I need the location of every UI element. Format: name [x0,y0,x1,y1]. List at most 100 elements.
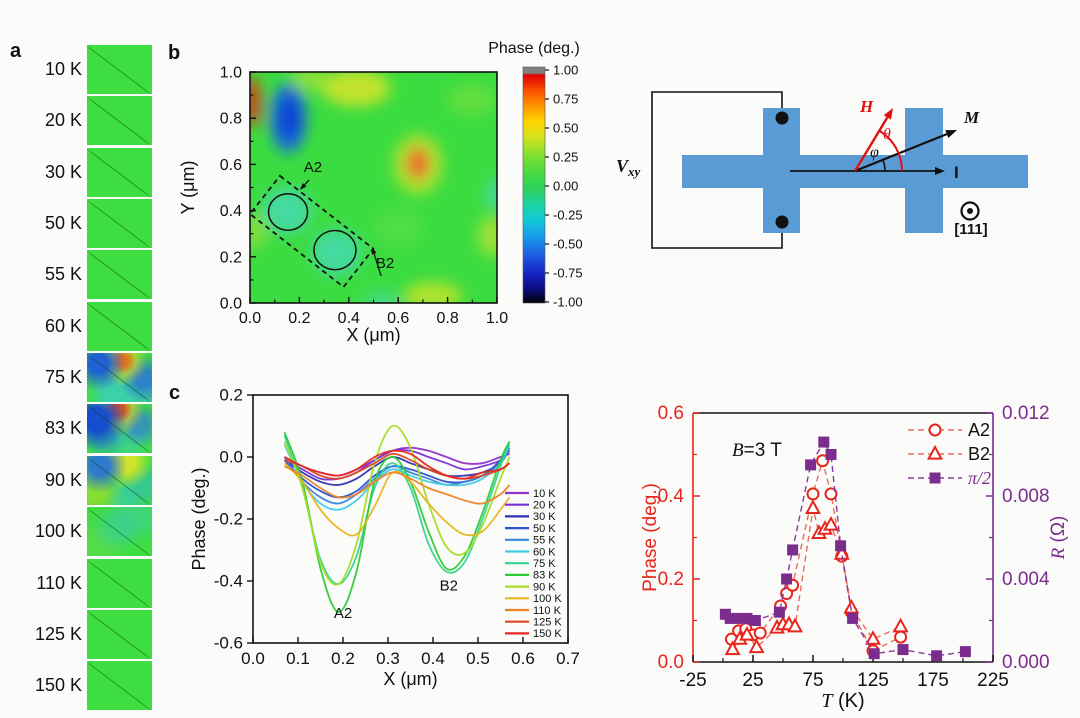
panel-a-row: 100 K [0,507,152,557]
d-x-tick: 125 [857,670,889,691]
d-x-tick: 225 [977,670,1009,691]
d-legend-label: B2 [968,444,990,464]
panel-a-row: 83 K [0,404,152,454]
crystal-axis-label: [111] [954,221,987,238]
panel-a-row: 20 K [0,96,152,146]
c-legend-label: 50 K [533,523,556,535]
c-series-125K [284,452,511,480]
d-legend: A2 B2 π/2 [908,420,991,488]
phase-map-10K [87,45,152,94]
temperature-label: 50 K [44,213,82,234]
c-x-tick: 0.7 [556,649,580,668]
c-x-tick: 0.4 [421,649,445,668]
phase-map-60K [87,301,152,351]
panel-b-map [250,72,497,303]
temperature-label: 10 K [44,59,82,79]
panel-d-chart: -25 25 75 125 175 225 0.0 0.2 0.4 0.6 0.000 0.004 0.… [640,403,1069,712]
c-series-90K [283,424,511,586]
d-x-tick: -25 [679,670,706,691]
b-x-tick: 0.0 [239,310,261,327]
phi-label: φ [870,144,879,161]
phase-map-125K [87,609,152,659]
c-x-tick: 0.0 [241,649,265,668]
current-label: I [954,163,959,182]
d-left-axis-label: Phase (deg.) [640,483,661,592]
temperature-label: 90 K [44,469,82,490]
d-legend-label: π/2 [968,468,991,488]
c-x-tick: 0.2 [331,649,355,668]
voltage-loop-wire [651,91,783,249]
c-x-tick: 0.1 [286,649,310,668]
phase-map-50K [87,199,152,249]
d-series-π/2 [719,436,971,662]
panel-a-label: a [10,40,22,62]
colorbar-tick: -1.00 [553,295,583,310]
c-legend-label: 60 K [533,546,556,558]
c-series-75K [283,435,511,585]
temperature-label: 125 K [34,623,82,644]
c-y-tick: -0.4 [214,572,243,591]
colorbar-tick: -0.75 [553,266,583,281]
c-x-tick: 0.5 [466,649,490,668]
temperature-label: 83 K [44,418,82,439]
d-right-axis-label: R (Ω) [1048,516,1069,561]
panel-a-row: 150 K [0,661,152,711]
b-y-tick: 0.2 [220,249,242,266]
panel-b-chart: A2 B2 0.0 0.2 0.4 0.6 0.8 1.0 0.0 0.2 0.4 0.6 0.8 1.0… [180,40,583,345]
panel-c-chart: 0.0 0.1 0.2 0.3 0.4 0.5 0.6 0.7 0.2 0.0 -0.2 -0.4 -0… [189,386,580,690]
device-schematic: Vxy I M Hθφ [111] [616,91,1028,249]
region-circle-B2 [313,229,357,271]
phase-map-83K [87,404,152,454]
d-x-tick: 175 [917,670,949,691]
panel-c-label: c [169,382,181,404]
b-x-tick: 0.4 [338,310,360,327]
c-x-tick: 0.6 [511,649,535,668]
d-left-tick: 0.6 [658,403,684,424]
panel-a-row: 125 K [0,609,152,659]
phase-map-30K [87,147,152,197]
vxy-label: Vxy [616,156,641,179]
colorbar-tick: 0.50 [553,121,578,136]
map-annotation-B2: B2 [376,255,394,272]
d-x-tick: 75 [802,670,823,691]
temperature-label: 55 K [44,264,82,285]
c-x-axis-label: X (μm) [383,669,437,689]
c-annotation-A2: A2 [334,605,352,622]
c-annotation-B2: B2 [440,577,458,594]
colorbar-tick: 0.00 [553,179,578,194]
panel-b-label: b [168,42,181,64]
temperature-label: 150 K [34,675,82,696]
magnetization-label: M [963,108,980,127]
c-y-tick: -0.2 [214,510,243,529]
b-y-axis-label: Y (μm) [180,160,198,214]
colorbar [522,66,546,304]
dashed-region-box [248,174,375,289]
temperature-label: 75 K [44,367,82,388]
d-left-tick: 0.0 [658,652,684,673]
c-y-axis-label: Phase (deg.) [189,467,209,570]
c-legend-label: 83 K [533,570,556,582]
colorbar-tick: 1.00 [553,63,578,78]
c-legend-label: 125 K [533,617,562,629]
contact-dot-top [775,111,789,125]
panel-a-row: 10 K [0,45,152,94]
temperature-label: 110 K [36,572,82,593]
d-annotation-field: B=3 T [732,440,782,461]
c-legend-label: 55 K [533,535,556,547]
panel-a-map-column: 10 K 20 K 30 K 50 K 55 K 60 K 75 K 83 K 90 K 100 … [0,0,160,718]
b-x-axis-label: X (μm) [346,325,400,345]
b-x-tick: 0.2 [288,310,310,327]
c-y-tick: 0.2 [219,386,243,405]
b-y-tick: 0.0 [220,296,242,313]
c-legend-label: 30 K [533,511,556,523]
d-right-tick: 0.012 [1002,403,1050,424]
panel-a-row: 90 K [0,455,152,505]
d-left-tick: 0.2 [658,569,684,590]
d-x-tick: 25 [742,670,763,691]
c-series-150K [284,449,511,480]
c-y-tick: -0.6 [214,634,243,653]
c-legend-label: 110 K [533,605,562,617]
panel-a-row: 60 K [0,301,152,351]
phase-map-100K [87,507,152,557]
